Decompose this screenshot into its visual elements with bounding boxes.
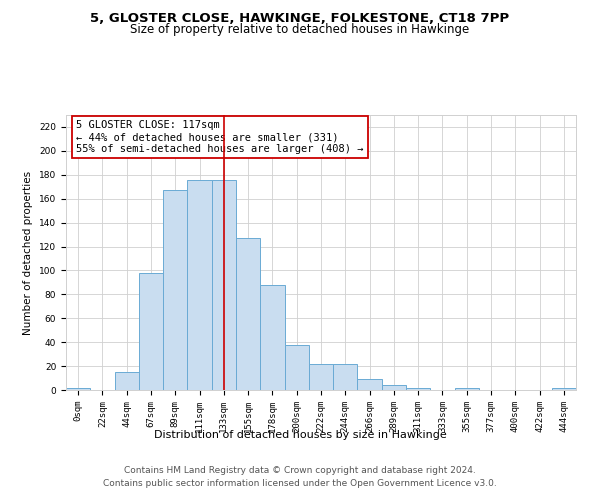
Text: Contains HM Land Registry data © Crown copyright and database right 2024.
Contai: Contains HM Land Registry data © Crown c… — [103, 466, 497, 487]
Bar — [406, 388, 430, 390]
Bar — [455, 388, 479, 390]
Bar — [163, 190, 187, 390]
Bar — [309, 364, 333, 390]
Bar — [187, 180, 212, 390]
Bar — [139, 273, 163, 390]
Bar — [66, 388, 90, 390]
Bar — [236, 238, 260, 390]
Bar — [212, 180, 236, 390]
Text: Size of property relative to detached houses in Hawkinge: Size of property relative to detached ho… — [130, 22, 470, 36]
Bar — [333, 364, 358, 390]
Bar — [382, 385, 406, 390]
Text: Distribution of detached houses by size in Hawkinge: Distribution of detached houses by size … — [154, 430, 446, 440]
Bar — [358, 379, 382, 390]
Bar — [552, 388, 576, 390]
Y-axis label: Number of detached properties: Number of detached properties — [23, 170, 34, 334]
Bar — [260, 285, 284, 390]
Bar — [284, 344, 309, 390]
Text: 5 GLOSTER CLOSE: 117sqm
← 44% of detached houses are smaller (331)
55% of semi-d: 5 GLOSTER CLOSE: 117sqm ← 44% of detache… — [76, 120, 364, 154]
Bar — [115, 372, 139, 390]
Text: 5, GLOSTER CLOSE, HAWKINGE, FOLKESTONE, CT18 7PP: 5, GLOSTER CLOSE, HAWKINGE, FOLKESTONE, … — [91, 12, 509, 26]
